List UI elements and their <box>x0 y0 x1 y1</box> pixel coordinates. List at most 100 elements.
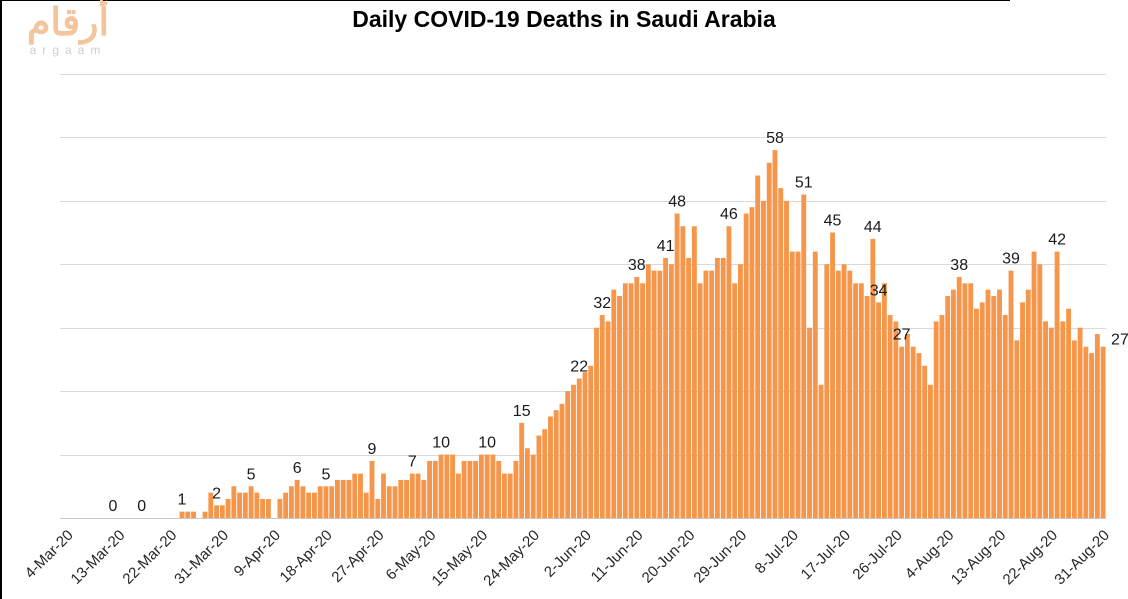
bar <box>927 384 933 518</box>
point-label: 10 <box>432 435 450 452</box>
bar <box>1048 327 1054 518</box>
bar <box>709 270 715 518</box>
bar <box>277 498 283 518</box>
bar <box>363 492 369 518</box>
bar <box>329 486 335 518</box>
bar <box>392 486 398 518</box>
bar <box>991 296 997 518</box>
window-left-edge <box>0 0 2 599</box>
bar <box>640 283 645 518</box>
bar <box>1031 251 1037 518</box>
bar <box>651 270 657 518</box>
bar <box>444 454 450 518</box>
bar <box>847 270 853 518</box>
bar <box>191 511 196 518</box>
bar <box>369 460 375 518</box>
point-label: 42 <box>1048 232 1066 249</box>
point-label: 0 <box>137 498 146 515</box>
point-label: 0 <box>108 498 117 515</box>
bar <box>686 257 692 518</box>
bar <box>588 365 594 518</box>
bar <box>910 346 916 518</box>
bar <box>599 315 605 518</box>
bar <box>358 473 363 518</box>
bar <box>772 150 778 519</box>
bar <box>1043 321 1048 518</box>
bar <box>398 479 404 518</box>
point-label: 27 <box>893 327 911 344</box>
bar <box>951 289 956 518</box>
bar <box>876 302 882 518</box>
bar <box>853 283 859 518</box>
bar <box>668 264 674 518</box>
bar <box>841 264 847 518</box>
point-label: 7 <box>408 454 417 471</box>
bar <box>553 410 559 518</box>
point-label: 10 <box>478 435 496 452</box>
point-label: 27 <box>1111 332 1128 349</box>
bar <box>202 511 208 518</box>
x-tick-label: 18-Apr-20 <box>277 527 336 586</box>
bar <box>628 283 634 518</box>
bar <box>519 422 525 518</box>
bar <box>542 429 548 518</box>
point-label: 6 <box>293 460 302 477</box>
bar <box>340 479 346 518</box>
bar <box>974 308 979 518</box>
point-labels: 0 0 1 2 5 6 5 9 7 10 10 15 22 32 38 41 48 46 58 51 45 44 34 27 3… <box>108 130 1128 515</box>
bar <box>283 492 289 518</box>
point-label: 32 <box>593 295 611 312</box>
bar <box>415 473 421 518</box>
bar <box>887 315 893 518</box>
bar <box>432 460 438 518</box>
bar <box>743 213 749 519</box>
bar <box>335 479 340 518</box>
bar <box>260 498 266 518</box>
bar <box>208 492 214 518</box>
bar <box>1083 346 1089 518</box>
x-tick-label: 24-May-20 <box>480 527 543 590</box>
bar <box>997 289 1002 518</box>
bar <box>484 454 490 518</box>
bar <box>864 296 870 518</box>
x-tick-label: 29-Jun-20 <box>690 527 750 587</box>
bar <box>1054 251 1060 518</box>
bar <box>818 384 824 518</box>
point-label: 44 <box>864 219 882 236</box>
bar <box>288 486 294 518</box>
x-tick-label: 9-Apr-20 <box>231 527 284 580</box>
bar <box>306 492 312 518</box>
bar <box>691 226 697 519</box>
bar <box>680 226 686 519</box>
bar <box>1071 340 1077 518</box>
bar <box>179 511 185 518</box>
bar <box>214 505 219 518</box>
bar <box>657 270 663 518</box>
bar <box>893 321 899 518</box>
bar <box>323 486 329 518</box>
window-top-edge <box>0 0 1010 1</box>
point-label: 1 <box>178 492 187 509</box>
bar <box>611 289 617 518</box>
bar <box>490 454 496 518</box>
bar <box>300 486 306 518</box>
point-label: 2 <box>212 485 221 502</box>
bar <box>738 264 743 518</box>
bar <box>294 479 300 518</box>
bar <box>703 270 709 518</box>
bar <box>254 492 260 518</box>
bar <box>1014 340 1020 518</box>
bar <box>461 460 467 518</box>
bar <box>571 384 576 518</box>
point-label: 39 <box>1002 251 1020 268</box>
bar <box>605 321 611 518</box>
bar <box>438 454 444 518</box>
bar <box>450 454 456 518</box>
bar <box>634 276 640 518</box>
bar <box>881 283 887 518</box>
bar <box>858 283 864 518</box>
point-label: 38 <box>950 257 968 274</box>
bar <box>726 226 732 519</box>
bar <box>352 473 358 518</box>
